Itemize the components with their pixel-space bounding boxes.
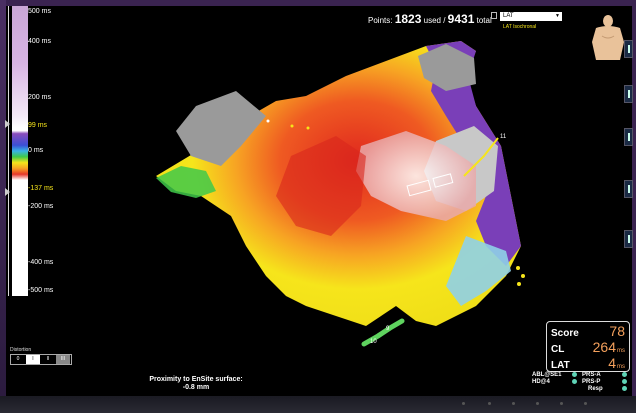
point-marker [516,266,520,270]
signal-legend: ABL@SE1 HD@4 PRS-A PRS-P Resp [532,372,632,396]
colorbar-tick-label: 99 ms [28,122,48,129]
status-dot [512,402,515,405]
right-toolbar [624,40,634,280]
distortion-label: Distortion [10,347,32,353]
upper-threshold-handle[interactable] [5,120,10,128]
rail-button[interactable] [624,230,633,248]
catheter-label-9: 9 [386,326,390,332]
vein-cap-left [176,91,266,166]
window-frame-right [632,0,636,413]
point-marker [521,274,525,278]
catheter-electrode [406,179,432,197]
status-dot [560,402,563,405]
colorbar-tick-label: 400 ms [28,38,51,45]
legend-prs-a: PRS-A [582,372,601,378]
colorbar-tick-label: -500 ms [28,287,54,294]
legend-dot [572,379,577,384]
cl-value: 264 [592,339,616,355]
red-core-region [276,136,366,236]
points-counter: Points: 1823 used / 9431 total [368,12,492,26]
cl-value-wrap: 264ms [593,339,625,355]
colorbar-tick-label: -137 ms [28,185,54,192]
rail-button[interactable] [624,85,633,103]
distortion-selector[interactable]: 0 I II III [10,354,72,365]
colorbar-tick-label: 500 ms [28,8,51,15]
cl-label: CL [551,344,565,355]
colorbar-tick-label: 200 ms [28,94,51,101]
window-frame-left [0,0,6,413]
points-total-value: 9431 [447,12,475,26]
status-dot [462,402,465,405]
status-strip [0,396,636,413]
colorbar-tick-label: 0 ms [28,147,44,154]
earliest-activation-hotspot [356,131,476,221]
status-dot [488,402,491,405]
status-dot [536,402,539,405]
map-viewport[interactable]: 11 10 9 [6,6,632,396]
distortion-seg-1[interactable]: I [26,355,40,364]
score-panel: Score 78 CL 264ms LAT 4ms [546,321,630,372]
map-type-select[interactable]: LAT ▼ [500,12,562,21]
point-marker [290,124,294,128]
legend-dot [622,379,627,384]
lat-label: LAT [551,360,570,371]
colorbar-axis [8,6,9,296]
points-used-value: 1823 [394,12,422,26]
colorbar-tick-label: -400 ms [28,259,54,266]
torso-orientation-icon[interactable] [590,14,626,66]
vein-cap-top [418,44,476,91]
colorbar-tick-label: -200 ms [28,203,54,210]
point-marker [266,119,270,123]
early-activation-region [156,166,216,198]
map-select-icon[interactable] [491,12,497,19]
catheter-electrode [432,173,454,188]
rail-button[interactable] [624,180,633,198]
map-mode-label: LAT Isochronal [503,24,537,30]
legend-dot [622,372,627,377]
status-dot [584,402,587,405]
lat-unit: ms [617,364,625,370]
lat-colorbar[interactable] [12,6,28,296]
rail-button[interactable] [624,40,633,58]
chevron-down-icon: ▼ [555,13,560,19]
lower-threshold-handle[interactable] [5,188,10,196]
proximity-value: -0.8 mm [182,384,210,391]
rail-button[interactable] [624,128,633,146]
point-marker [517,282,521,286]
cardiac-map-3d[interactable]: 11 10 9 [6,6,632,396]
distortion-seg-3[interactable]: III [56,355,70,364]
distortion-seg-2[interactable]: II [41,355,55,364]
legend-prs-p: PRS-P [582,379,601,385]
point-marker [306,126,310,130]
legend-dot [572,372,577,377]
catheter-tube [361,318,405,347]
legend-abl: ABL@SE1 [532,372,562,378]
catheter-shaft [463,137,499,177]
legend-dot [622,386,627,391]
proximity-label: Proximity to EnSite surface: [149,376,243,383]
legend-hd: HD@4 [532,379,550,385]
catheter-label-10: 10 [370,339,377,345]
score-value: 78 [609,323,625,339]
catheter-label-11: 11 [500,134,507,140]
lat-value-wrap: 4ms [608,355,625,371]
window-frame-top [0,0,636,6]
distortion-seg-0[interactable]: 0 [11,355,25,364]
light-blue-region [446,236,511,306]
cl-unit: ms [617,348,625,354]
lat-value: 4 [608,355,616,371]
score-label: Score [551,328,579,339]
legend-resp: Resp [588,386,603,392]
